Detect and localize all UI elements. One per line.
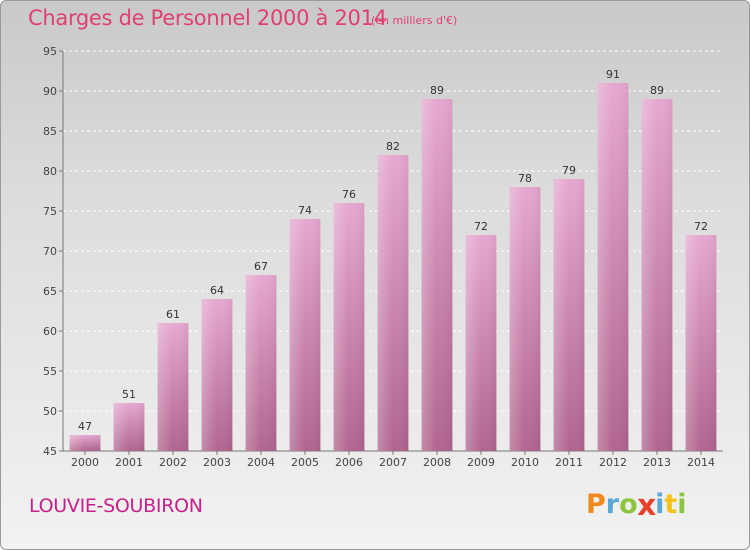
bar-highlight [113,403,145,451]
bar-value-label: 76 [342,188,356,201]
bar-value-label: 91 [606,68,620,81]
bar-value-label: 74 [298,204,312,217]
x-tick-label: 2006 [335,456,363,469]
y-tick-label: 85 [43,125,57,138]
x-tick-label: 2009 [467,456,495,469]
y-tick-label: 55 [43,365,57,378]
x-tick-label: 2014 [687,456,715,469]
bar-highlight [553,179,585,451]
bar-highlight [333,203,365,451]
x-tick-label: 2010 [511,456,539,469]
bar-highlight [245,275,277,451]
logo-letter: r [605,489,620,520]
x-tick-label: 2001 [115,456,143,469]
bar-highlight [157,323,189,451]
logo-letter: i [677,489,687,520]
y-tick-label: 45 [43,445,57,458]
x-tick-label: 2003 [203,456,231,469]
commune-name: LOUVIE-SOUBIRON [29,495,203,517]
logo-letter: x [636,488,656,523]
x-tick-label: 2000 [71,456,99,469]
y-tick-label: 50 [43,405,57,418]
bar-value-label: 51 [122,388,136,401]
bar-highlight [289,219,321,451]
bar-value-label: 64 [210,284,224,297]
y-tick-label: 80 [43,165,57,178]
bar-highlight [509,187,541,451]
bar-value-label: 89 [430,84,444,97]
y-tick-label: 65 [43,285,57,298]
logo-letter: t [664,489,678,520]
x-tick-label: 2012 [599,456,627,469]
y-tick-label: 75 [43,205,57,218]
chart-title: Charges de Personnel 2000 à 2014 [28,6,387,30]
x-tick-label: 2002 [159,456,187,469]
bar-value-label: 72 [474,220,488,233]
bar-highlight [465,235,497,451]
bar-value-label: 78 [518,172,532,185]
x-tick-label: 2004 [247,456,275,469]
x-tick-label: 2011 [555,456,583,469]
bar-highlight [597,83,629,451]
bar-highlight [641,99,673,451]
chart-subtitle: (en milliers d'€) [371,14,458,27]
bar-value-label: 72 [694,220,708,233]
bar-highlight [421,99,453,451]
bar-value-label: 89 [650,84,664,97]
x-tick-label: 2008 [423,456,451,469]
bar-value-label: 67 [254,260,268,273]
y-tick-label: 90 [43,85,57,98]
x-tick-label: 2007 [379,456,407,469]
logo-letter: P [586,489,606,520]
logo-letter: o [619,489,638,520]
y-tick-label: 60 [43,325,57,338]
bar-highlight [685,235,717,451]
bar-highlight [69,435,101,451]
y-tick-label: 70 [43,245,57,258]
bar-value-label: 79 [562,164,576,177]
bar-highlight [377,155,409,451]
y-tick-label: 95 [43,45,57,58]
logo-letter: i [655,489,665,520]
x-tick-label: 2013 [643,456,671,469]
x-tick-label: 2005 [291,456,319,469]
proxiti-logo: Proxiti [586,488,687,523]
bar-value-label: 47 [78,420,92,433]
bar-highlight [201,299,233,451]
bar-value-label: 82 [386,140,400,153]
bar-value-label: 61 [166,308,180,321]
